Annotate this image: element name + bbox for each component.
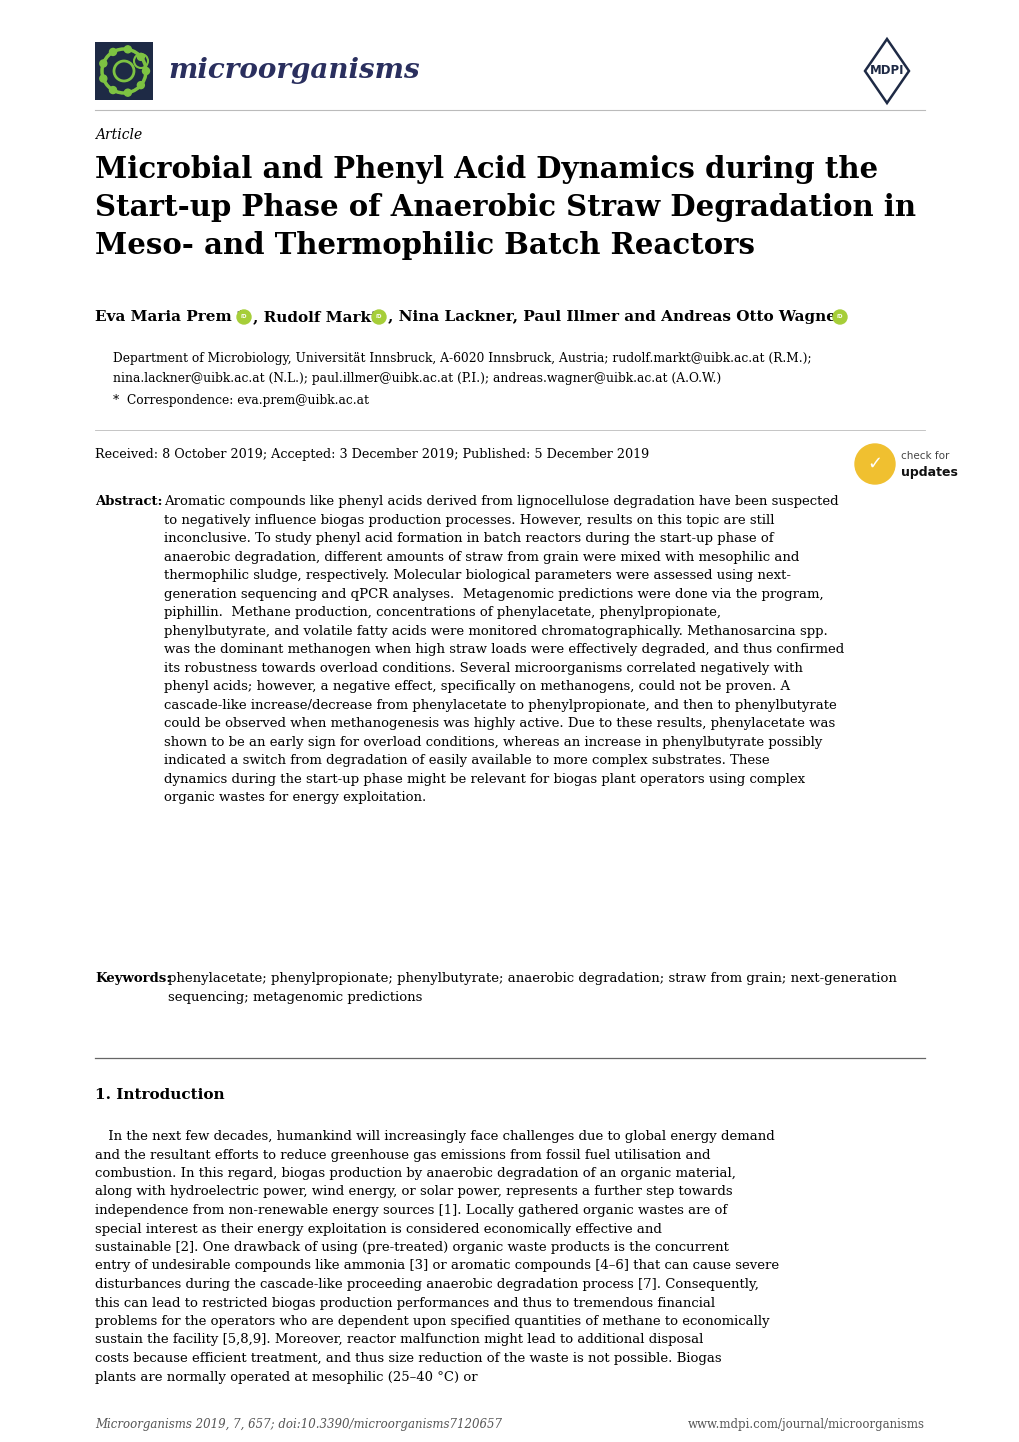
Circle shape	[833, 310, 846, 324]
Circle shape	[143, 68, 150, 75]
Text: *  Correspondence: eva.prem@uibk.ac.at: * Correspondence: eva.prem@uibk.ac.at	[113, 394, 369, 407]
Circle shape	[100, 75, 107, 82]
Circle shape	[109, 87, 116, 94]
Text: Start-up Phase of Anaerobic Straw Degradation in: Start-up Phase of Anaerobic Straw Degrad…	[95, 193, 915, 222]
Text: Microorganisms 2019, 7, 657; doi:10.3390/microorganisms7120657: Microorganisms 2019, 7, 657; doi:10.3390…	[95, 1417, 501, 1430]
Text: Aromatic compounds like phenyl acids derived from lignocellulose degradation hav: Aromatic compounds like phenyl acids der…	[164, 495, 844, 805]
Circle shape	[138, 53, 145, 61]
Text: nina.lackner@uibk.ac.at (N.L.); paul.illmer@uibk.ac.at (P.I.); andreas.wagner@ui: nina.lackner@uibk.ac.at (N.L.); paul.ill…	[113, 372, 720, 385]
Text: iD: iD	[836, 314, 843, 320]
Text: updates: updates	[900, 466, 957, 479]
Text: phenylacetate; phenylpropionate; phenylbutyrate; anaerobic degradation; straw fr: phenylacetate; phenylpropionate; phenylb…	[168, 972, 897, 1004]
Circle shape	[854, 444, 894, 485]
Text: Article: Article	[95, 128, 142, 141]
FancyBboxPatch shape	[95, 42, 153, 99]
Text: , Nina Lackner, Paul Illmer and Andreas Otto Wagner: , Nina Lackner, Paul Illmer and Andreas …	[387, 310, 843, 324]
Circle shape	[124, 89, 131, 97]
Text: Department of Microbiology, Universität Innsbruck, A-6020 Innsbruck, Austria; ru: Department of Microbiology, Universität …	[113, 352, 811, 365]
Text: Received: 8 October 2019; Accepted: 3 December 2019; Published: 5 December 2019: Received: 8 October 2019; Accepted: 3 De…	[95, 448, 649, 461]
Text: Keywords:: Keywords:	[95, 972, 171, 985]
Text: , Rudolf Markt: , Rudolf Markt	[253, 310, 378, 324]
Text: 1. Introduction: 1. Introduction	[95, 1089, 224, 1102]
Text: Eva Maria Prem *: Eva Maria Prem *	[95, 310, 245, 324]
Circle shape	[109, 49, 116, 55]
Text: iD: iD	[240, 314, 247, 320]
Text: www.mdpi.com/journal/microorganisms: www.mdpi.com/journal/microorganisms	[688, 1417, 924, 1430]
Text: iD: iD	[375, 314, 382, 320]
Text: microorganisms: microorganisms	[168, 58, 419, 85]
Circle shape	[138, 82, 145, 88]
Circle shape	[124, 46, 131, 53]
Text: Abstract:: Abstract:	[95, 495, 162, 508]
Circle shape	[372, 310, 385, 324]
Text: check for: check for	[900, 451, 949, 461]
Text: In the next few decades, humankind will increasingly face challenges due to glob: In the next few decades, humankind will …	[95, 1131, 779, 1383]
Circle shape	[236, 310, 251, 324]
Text: ✓: ✓	[866, 456, 881, 473]
Text: MDPI: MDPI	[869, 65, 904, 78]
Text: Meso- and Thermophilic Batch Reactors: Meso- and Thermophilic Batch Reactors	[95, 231, 754, 260]
Text: Microbial and Phenyl Acid Dynamics during the: Microbial and Phenyl Acid Dynamics durin…	[95, 154, 877, 185]
Circle shape	[100, 61, 107, 66]
